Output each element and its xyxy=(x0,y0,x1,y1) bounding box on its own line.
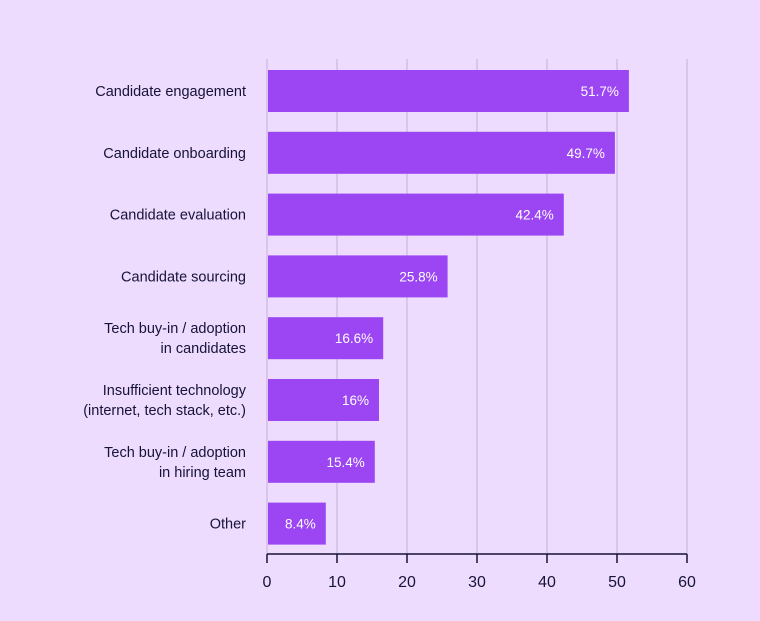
bar xyxy=(268,255,448,298)
category-labels: Candidate engagement Candidate onboarding… xyxy=(83,84,247,533)
bar xyxy=(268,317,384,360)
tick-label: 10 xyxy=(328,574,346,591)
bar xyxy=(268,193,564,236)
value-label: 51.7% xyxy=(581,84,619,99)
value-label: 15.4% xyxy=(327,455,365,470)
value-label: 25.8% xyxy=(399,269,437,284)
x-axis: 0 10 20 30 40 50 60 xyxy=(263,553,696,591)
bars: 51.7% 49.7% 42.4% 25.8% 16.6% 16% 15.4% 8.4% xyxy=(268,70,629,545)
tick-label: 60 xyxy=(678,574,696,591)
category-label: Candidate onboarding xyxy=(103,146,246,162)
bar xyxy=(268,70,629,112)
category-label: Tech buy-in / adoption xyxy=(104,445,246,461)
bar xyxy=(268,440,375,483)
category-label: in candidates xyxy=(161,341,246,357)
tick-label: 20 xyxy=(398,574,416,591)
tick-label: 50 xyxy=(608,574,626,591)
category-label: Tech buy-in / adoption xyxy=(104,321,246,337)
bar xyxy=(268,131,615,174)
value-label: 16.6% xyxy=(335,331,373,346)
category-label: Other xyxy=(210,517,246,533)
category-label: in hiring team xyxy=(159,465,246,481)
category-label: (internet, tech stack, etc.) xyxy=(83,403,246,419)
tick-label: 40 xyxy=(538,574,556,591)
bar xyxy=(268,502,326,545)
category-label: Candidate sourcing xyxy=(121,269,246,285)
tick-label: 30 xyxy=(468,574,486,591)
value-label: 8.4% xyxy=(285,517,316,532)
category-label: Insufficient technology xyxy=(103,383,247,399)
category-label: Candidate engagement xyxy=(95,84,246,100)
bar xyxy=(268,379,379,421)
value-label: 42.4% xyxy=(516,208,554,223)
value-label: 49.7% xyxy=(567,146,605,161)
category-label: Candidate evaluation xyxy=(110,208,246,224)
tick-label: 0 xyxy=(263,574,272,591)
value-label: 16% xyxy=(342,393,369,408)
